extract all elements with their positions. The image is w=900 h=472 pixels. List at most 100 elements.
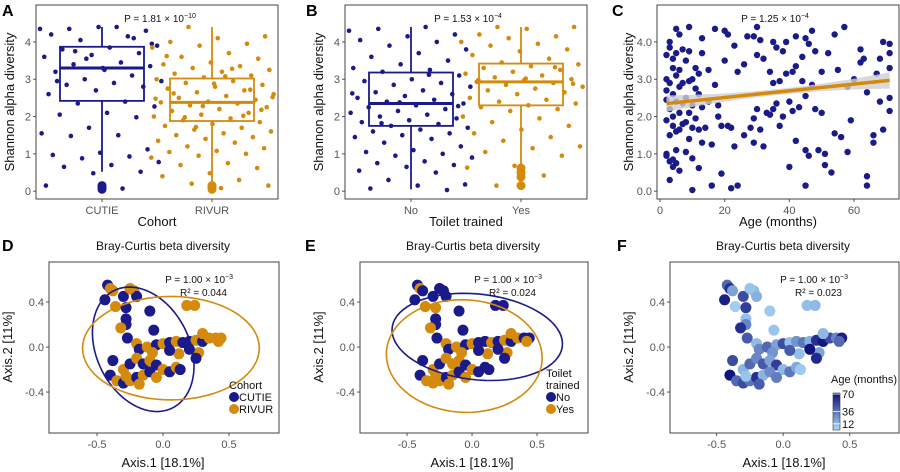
data-point <box>569 76 574 82</box>
data-point <box>465 125 471 131</box>
data-point <box>468 84 473 90</box>
p-value-exponent: −3 <box>225 274 233 281</box>
y-tick-label: 1 <box>25 149 31 161</box>
data-point <box>174 364 186 376</box>
data-point <box>359 119 365 125</box>
data-point <box>801 299 813 311</box>
data-point <box>689 155 696 162</box>
data-point <box>779 113 787 120</box>
data-point <box>418 127 423 132</box>
data-point <box>501 138 506 144</box>
data-point <box>90 170 96 176</box>
data-point <box>844 148 851 156</box>
data-point <box>734 68 741 75</box>
plot-area <box>37 24 276 194</box>
plot-border <box>669 261 900 434</box>
data-point <box>189 299 201 311</box>
x-axis-title: Toilet trained <box>429 214 503 229</box>
data-point <box>164 53 170 59</box>
data-point <box>544 97 549 103</box>
data-point <box>689 124 696 131</box>
data-point <box>453 305 465 317</box>
data-point <box>104 110 110 116</box>
data-point <box>266 183 271 188</box>
data-point <box>663 117 670 124</box>
y-tick-label: 0.0 <box>637 186 652 198</box>
data-point <box>497 299 509 311</box>
data-point <box>463 71 468 76</box>
plot-area <box>81 279 261 413</box>
data-point <box>462 182 468 187</box>
data-point <box>750 139 757 146</box>
ellipse-yes <box>385 298 543 414</box>
data-point <box>744 33 751 40</box>
data-point <box>243 151 249 157</box>
data-point <box>672 72 680 79</box>
data-point <box>352 134 358 140</box>
data-point <box>455 103 461 109</box>
data-point <box>190 65 196 71</box>
data-point <box>148 324 160 336</box>
data-point <box>548 134 554 140</box>
data-point <box>828 169 835 176</box>
data-point <box>831 31 838 38</box>
data-point <box>805 40 812 47</box>
data-point <box>506 35 511 41</box>
data-point <box>72 48 78 54</box>
y-tick-label: 3.0 <box>637 74 652 86</box>
y-tick-label: 0.0 <box>650 342 665 354</box>
data-point <box>152 104 157 109</box>
data-point <box>482 348 494 360</box>
data-point <box>571 24 577 30</box>
data-point <box>154 76 159 82</box>
y-axis-title: Shannon alpha diversity <box>311 32 326 171</box>
data-point <box>521 335 533 347</box>
data-point <box>740 132 748 139</box>
y-tick-label: 2 <box>25 112 31 124</box>
data-point <box>60 47 65 52</box>
plot-marks <box>663 23 893 194</box>
data-point <box>167 149 172 155</box>
legend-label: CUTIE <box>239 392 272 404</box>
data-point <box>676 167 683 174</box>
data-point <box>86 125 92 131</box>
data-point <box>215 35 221 41</box>
data-point <box>178 162 183 168</box>
data-point <box>663 152 670 159</box>
data-point <box>666 132 673 139</box>
data-point <box>456 73 462 78</box>
data-point <box>695 164 703 172</box>
data-point <box>666 79 673 87</box>
data-point <box>492 343 504 355</box>
panel-c: C 0.0 1.0 2.0 3.0 4.0 0 20 40 60 Age (months) Shann… <box>612 3 900 229</box>
data-point <box>193 124 199 130</box>
data-point <box>799 53 806 61</box>
y-tick-label: 1 <box>334 149 340 161</box>
data-point <box>114 24 119 30</box>
data-point <box>676 66 683 74</box>
data-point <box>779 48 787 55</box>
data-point <box>129 73 135 78</box>
data-point <box>735 322 747 334</box>
data-point <box>443 106 448 112</box>
data-point <box>734 182 741 189</box>
data-point <box>254 165 260 171</box>
data-point <box>117 290 129 302</box>
data-point <box>492 75 498 80</box>
data-point <box>115 132 121 138</box>
data-point <box>197 43 202 48</box>
data-point <box>817 328 829 340</box>
data-point <box>160 173 165 179</box>
data-point <box>727 124 735 131</box>
data-point <box>808 27 816 34</box>
x-tick-label: RIVUR <box>195 205 229 217</box>
data-point <box>207 170 213 176</box>
data-point <box>229 66 235 72</box>
data-point <box>769 38 777 46</box>
data-point <box>445 58 451 63</box>
data-point <box>682 57 690 64</box>
data-point <box>786 163 793 171</box>
data-point <box>676 126 683 133</box>
data-point <box>452 32 458 37</box>
